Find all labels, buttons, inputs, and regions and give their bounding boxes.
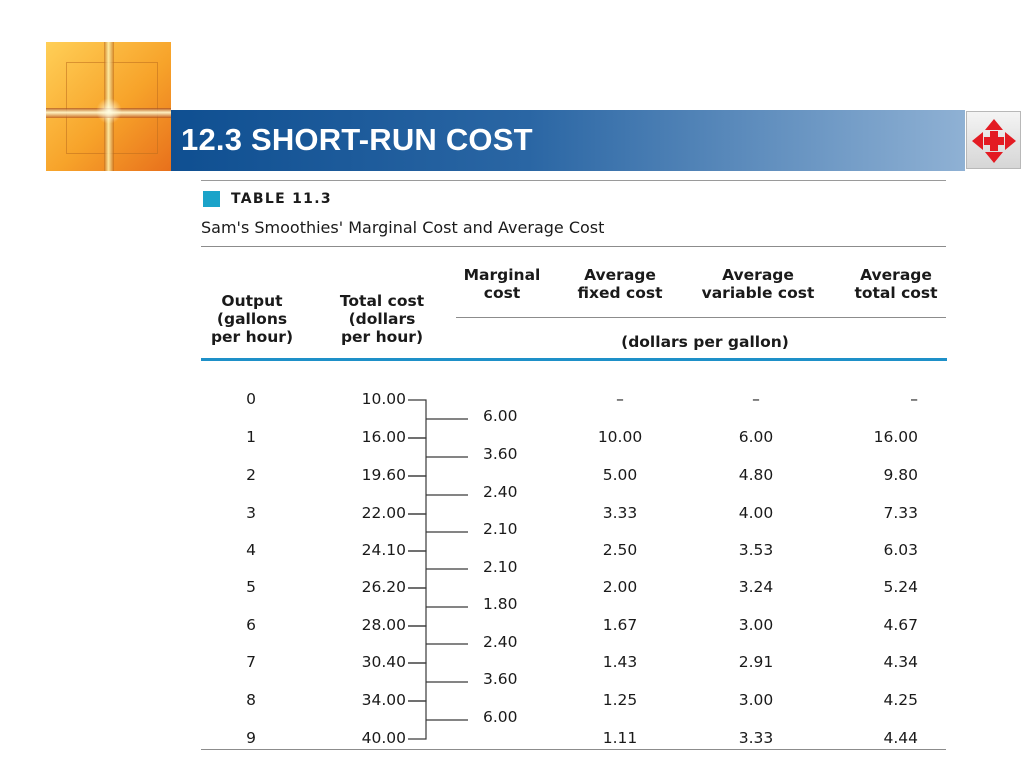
cell-average-total-cost: 4.67 bbox=[883, 616, 918, 634]
cell-average-total-cost: 4.44 bbox=[883, 729, 918, 747]
column-header-average-variable-cost: Average variable cost bbox=[701, 266, 815, 302]
table-number: TABLE 11.3 bbox=[231, 191, 332, 207]
units-label: (dollars per gallon) bbox=[621, 333, 789, 351]
table-heading-rule bbox=[201, 180, 946, 181]
title-bar: 12.3 SHORT-RUN COST bbox=[171, 110, 965, 171]
cell-total-cost: 40.00 bbox=[361, 729, 406, 747]
cell-output: 0 bbox=[246, 390, 256, 408]
slide-title: 12.3 SHORT-RUN COST bbox=[181, 122, 533, 157]
cell-average-total-cost: 9.80 bbox=[883, 466, 918, 484]
cell-marginal-cost: 2.40 bbox=[483, 483, 518, 501]
cell-total-cost: 34.00 bbox=[361, 691, 406, 709]
cell-average-total-cost: 5.24 bbox=[883, 578, 918, 596]
cell-average-fixed-cost: 2.50 bbox=[602, 541, 638, 559]
cell-average-variable-cost: 4.80 bbox=[738, 466, 774, 484]
cell-marginal-cost: 6.00 bbox=[483, 407, 518, 425]
cell-marginal-cost: 3.60 bbox=[483, 670, 518, 688]
cell-marginal-cost: 3.60 bbox=[483, 445, 518, 463]
cell-marginal-cost: 2.10 bbox=[483, 520, 518, 538]
table-tag: TABLE 11.3 bbox=[203, 190, 332, 208]
cell-average-total-cost: 6.03 bbox=[883, 541, 918, 559]
cell-average-fixed-cost: 1.25 bbox=[602, 691, 638, 709]
column-header-average-total-cost: Average total cost bbox=[854, 266, 938, 302]
cell-total-cost: 19.60 bbox=[361, 466, 406, 484]
header-divider bbox=[201, 358, 947, 361]
column-header-total-cost: Total cost (dollars per hour) bbox=[339, 292, 425, 346]
cell-average-total-cost: – bbox=[910, 390, 918, 408]
cell-average-variable-cost: 3.53 bbox=[738, 541, 774, 559]
four-way-arrows-icon bbox=[972, 119, 1016, 163]
cell-average-variable-cost: 4.00 bbox=[738, 504, 774, 522]
cell-average-total-cost: 7.33 bbox=[883, 504, 918, 522]
cell-total-cost: 10.00 bbox=[361, 390, 406, 408]
cell-average-variable-cost: 2.91 bbox=[738, 653, 774, 671]
cell-average-variable-cost: – bbox=[752, 390, 760, 408]
cell-average-total-cost: 4.25 bbox=[883, 691, 918, 709]
cell-average-fixed-cost: 1.67 bbox=[602, 616, 638, 634]
cell-total-cost: 26.20 bbox=[361, 578, 406, 596]
cell-total-cost: 22.00 bbox=[361, 504, 406, 522]
cell-average-fixed-cost: 5.00 bbox=[602, 466, 638, 484]
cell-average-variable-cost: 6.00 bbox=[738, 428, 774, 446]
cell-total-cost: 30.40 bbox=[361, 653, 406, 671]
cell-average-fixed-cost: 2.00 bbox=[602, 578, 638, 596]
cell-total-cost: 16.00 bbox=[361, 428, 406, 446]
cell-average-variable-cost: 3.00 bbox=[738, 616, 774, 634]
cell-average-fixed-cost: 1.11 bbox=[602, 729, 638, 747]
cell-average-fixed-cost: 3.33 bbox=[602, 504, 638, 522]
cell-marginal-cost: 1.80 bbox=[483, 595, 518, 613]
cell-output: 5 bbox=[246, 578, 256, 596]
table-top-rule bbox=[201, 246, 946, 247]
cell-average-fixed-cost: – bbox=[616, 390, 624, 408]
column-header-marginal-cost: Marginal cost bbox=[463, 266, 541, 302]
cell-output: 6 bbox=[246, 616, 256, 634]
cell-average-variable-cost: 3.24 bbox=[738, 578, 774, 596]
cell-total-cost: 28.00 bbox=[361, 616, 406, 634]
cell-average-total-cost: 16.00 bbox=[873, 428, 918, 446]
cell-output: 8 bbox=[246, 691, 256, 709]
cell-output: 1 bbox=[246, 428, 256, 446]
table-tag-swatch bbox=[203, 191, 220, 207]
table-caption: Sam's Smoothies' Marginal Cost and Avera… bbox=[201, 218, 605, 237]
cell-output: 2 bbox=[246, 466, 256, 484]
column-header-average-fixed-cost: Average fixed cost bbox=[577, 266, 663, 302]
cell-average-total-cost: 4.34 bbox=[883, 653, 918, 671]
table-bottom-rule bbox=[201, 749, 946, 750]
cell-average-variable-cost: 3.33 bbox=[738, 729, 774, 747]
cell-total-cost: 24.10 bbox=[361, 541, 406, 559]
cell-average-fixed-cost: 10.00 bbox=[597, 428, 643, 446]
marginal-cost-brackets bbox=[408, 399, 468, 740]
cell-output: 4 bbox=[246, 541, 256, 559]
logo-graphic bbox=[46, 42, 171, 171]
cell-marginal-cost: 2.40 bbox=[483, 633, 518, 651]
cell-output: 7 bbox=[246, 653, 256, 671]
column-header-output: Output (gallons per hour) bbox=[210, 292, 294, 346]
units-rule bbox=[456, 317, 946, 318]
cell-marginal-cost: 6.00 bbox=[483, 708, 518, 726]
cell-average-variable-cost: 3.00 bbox=[738, 691, 774, 709]
cell-output: 3 bbox=[246, 504, 256, 522]
cell-output: 9 bbox=[246, 729, 256, 747]
cell-average-fixed-cost: 1.43 bbox=[602, 653, 638, 671]
navigation-button[interactable] bbox=[966, 111, 1021, 169]
cell-marginal-cost: 2.10 bbox=[483, 558, 518, 576]
